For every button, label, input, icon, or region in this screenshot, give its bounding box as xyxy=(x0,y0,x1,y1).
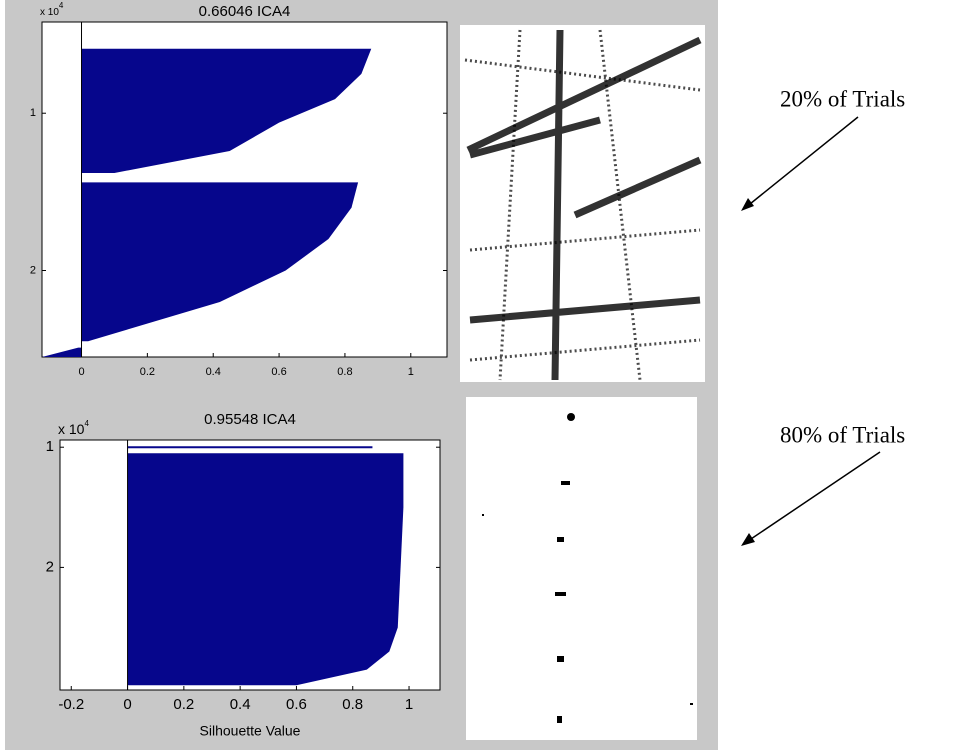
x-axis-label: Silhouette Value xyxy=(200,723,301,739)
x-tick-label: 0.4 xyxy=(230,696,251,713)
chart-title: 0.95548 ICA4 xyxy=(204,411,296,428)
annotation: 20% of Trials xyxy=(780,86,905,111)
annotation-arrow xyxy=(745,452,880,543)
annotation: 80% of Trials xyxy=(780,422,905,447)
x-tick-label: 0.4 xyxy=(206,366,221,378)
y-tick-label: 2 xyxy=(30,264,36,276)
y-tick-label: 1 xyxy=(46,438,54,455)
arrow-head xyxy=(741,533,755,546)
x-tick-label: 0.6 xyxy=(271,366,286,378)
x-tick-label: 0 xyxy=(78,366,84,378)
x-tick-label: -0.2 xyxy=(58,696,84,713)
x-tick-label: 0.6 xyxy=(286,696,307,713)
x-tick-label: 0.2 xyxy=(173,696,194,713)
x-tick-label: 1 xyxy=(405,696,413,713)
arrow-head xyxy=(741,198,754,211)
y-multiplier-exp: 4 xyxy=(84,419,89,428)
x-tick-label: 0.8 xyxy=(337,366,352,378)
x-tick-label: 0 xyxy=(123,696,131,713)
x-tick-label: 1 xyxy=(408,366,414,378)
y-tick-label: 1 xyxy=(30,107,36,119)
x-tick-label: 0.2 xyxy=(140,366,155,378)
chart-title: 0.66046 ICA4 xyxy=(199,3,291,20)
y-multiplier-base: x 10 xyxy=(58,421,85,437)
y-multiplier-base: x 10 xyxy=(40,7,59,18)
silhouette-area xyxy=(128,453,404,685)
x-tick-label: 0.8 xyxy=(342,696,363,713)
figure: 20% of Trials 80% of Trials 0.66046 ICA4… xyxy=(0,0,965,750)
y-tick-label: 2 xyxy=(46,558,54,575)
raster-image-top xyxy=(460,25,705,382)
y-multiplier-exp: 4 xyxy=(59,1,64,10)
raster-image-bottom xyxy=(466,397,697,740)
annotation-arrow xyxy=(745,117,858,208)
